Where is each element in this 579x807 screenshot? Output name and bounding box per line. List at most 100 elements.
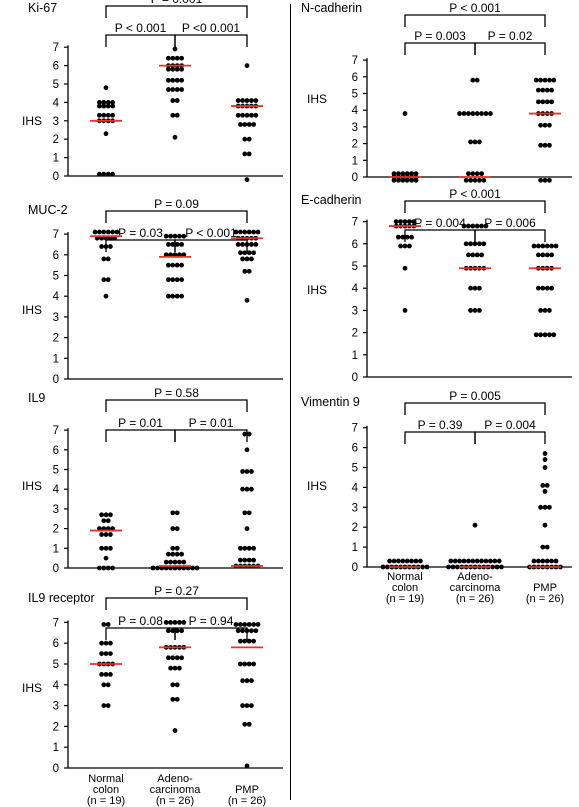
data-point [542,451,548,456]
data-point [246,268,252,274]
y-tick-label: 4 [352,105,359,117]
data-point [407,219,412,225]
data-point [181,559,187,565]
data-point [477,308,482,313]
data-point [101,100,107,105]
data-point [488,558,493,564]
data-point [108,672,113,677]
data-point [177,620,182,625]
data-point [242,545,248,551]
data-point [246,122,252,127]
panel-title: IL9 receptor [28,591,95,605]
data-point [238,622,243,627]
data-point [549,87,554,93]
data-point [244,177,250,183]
y-tick-label: 2 [53,333,59,345]
data-point [531,558,537,564]
group-label-left: (n = 19) [87,795,125,807]
data-point [492,558,498,564]
data-point [105,171,111,177]
y-tick-label: 4 [352,283,359,295]
data-point [108,640,113,646]
data-point [174,655,180,661]
y-tick-label: 0 [352,372,358,384]
y-tick-label: 2 [53,524,59,536]
y-tick-label: 4 [53,680,60,692]
group-label-left: (n = 26) [156,795,194,807]
data-point [110,229,115,235]
data-point [246,638,252,644]
data-point [101,103,107,109]
y-tick-label: 0 [53,563,59,575]
data-point [400,177,406,183]
y-tick-label: 7 [352,55,358,67]
group-label-right: (n = 26) [526,593,564,605]
data-point [242,268,248,274]
data-point [542,308,548,313]
data-point [240,486,246,492]
p-value-label: P = 0.001 [151,0,203,6]
y-tick-label: 2 [352,522,358,534]
data-point [101,565,107,571]
y-axis-label: IHS [22,303,42,317]
data-point [246,229,252,235]
data-point [547,504,552,510]
group-label-right: Adeno- [457,571,493,583]
panel-vim9: Vimentin 9 IHS 0 1 2 3 4 5 6 7 P = 0.005 P = 0.39 P … [301,389,572,574]
data-point [103,640,109,646]
data-point [181,620,187,625]
data-point [177,665,182,671]
column-divider [290,4,291,800]
y-tick-label: 4 [53,291,60,303]
panel-il9: IL9 IHS 0 1 2 3 4 5 6 7 P = 0.58 P = 0.01 P = 0.01 [22,386,283,575]
data-point [181,233,187,239]
group-label-right: PMP [533,582,557,594]
data-point [233,622,239,627]
data-point [396,234,401,240]
data-point [472,522,478,528]
data-point [166,55,171,61]
data-point [246,136,252,142]
data-point [97,112,102,118]
data-point [179,551,185,557]
data-point [105,256,111,262]
data-point [179,242,185,247]
data-point [103,512,109,518]
y-tick-label: 4 [53,484,60,496]
y-tick-label: 0 [352,562,358,574]
data-point [253,242,259,247]
data-point [477,177,482,183]
data-point [457,111,462,116]
data-point [92,229,98,235]
data-point [174,262,180,268]
data-point [409,177,414,183]
data-point [166,262,171,268]
data-point [253,112,259,118]
data-point [170,242,176,247]
data-point [393,219,399,225]
data-point [108,651,113,656]
data-point [483,111,489,116]
data-point [538,177,543,183]
data-point [418,558,423,564]
data-point [103,555,109,561]
data-point [249,486,254,492]
data-point [468,308,473,313]
data-point [105,112,111,118]
data-point [407,243,412,249]
y-tick-label: 2 [53,721,59,733]
data-point [404,171,410,177]
data-point [105,277,111,283]
data-point [99,512,104,518]
data-point [253,628,259,634]
data-point [170,77,176,83]
data-point [174,242,180,247]
data-point [242,136,248,142]
panel-muc2: MUC-2 IHS 0 1 2 3 4 5 6 7 P = 0.09 P = 0.03 P < 0.00… [22,197,283,386]
data-point [244,628,250,634]
y-axis-label: IHS [22,681,42,695]
data-point [170,55,176,61]
data-point [472,139,478,145]
data-point [391,171,397,177]
data-point [249,469,254,474]
